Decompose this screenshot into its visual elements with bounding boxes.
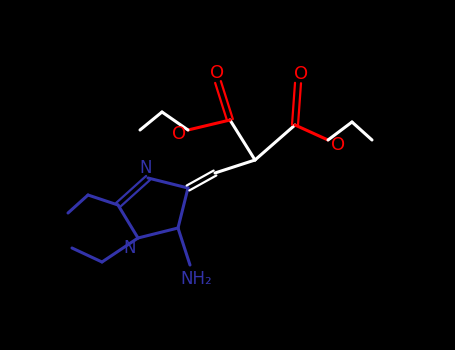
Text: NH₂: NH₂ bbox=[180, 270, 212, 288]
Text: N: N bbox=[140, 159, 152, 177]
Text: O: O bbox=[172, 125, 186, 143]
Text: N: N bbox=[124, 239, 136, 257]
Text: O: O bbox=[210, 64, 224, 82]
Text: O: O bbox=[331, 136, 345, 154]
Text: O: O bbox=[294, 65, 308, 83]
